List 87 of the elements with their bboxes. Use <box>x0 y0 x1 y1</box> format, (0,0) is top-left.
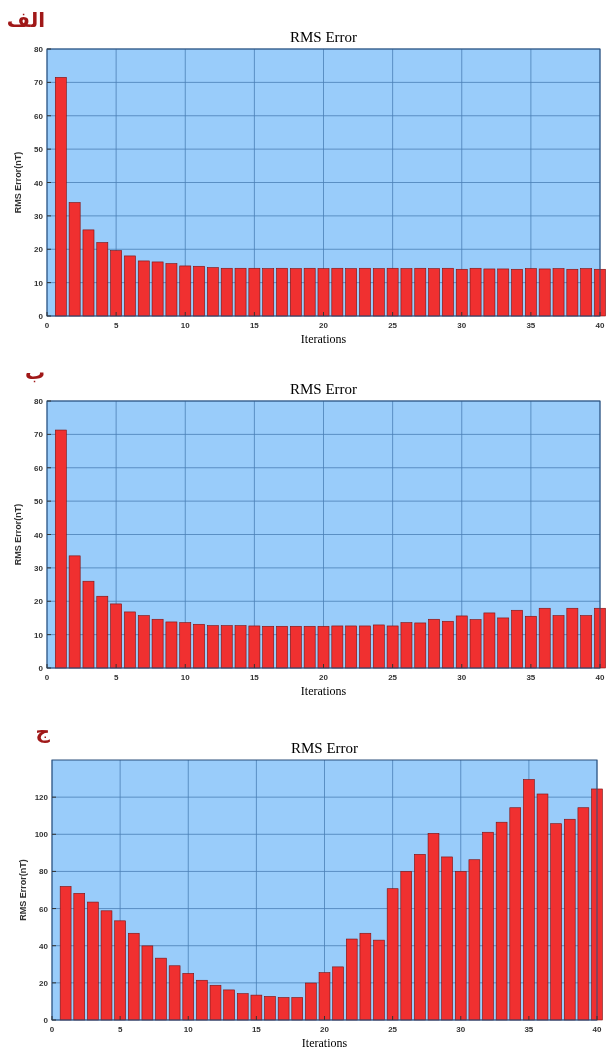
y-tick-label: 120 <box>34 793 49 803</box>
y-tick-label: 60 <box>39 904 49 914</box>
y-tick-label: 10 <box>34 630 44 640</box>
bar <box>207 267 219 317</box>
y-axis-title: RMS Error(nT) <box>13 503 23 566</box>
bar <box>207 625 219 669</box>
bar <box>193 623 205 669</box>
text: الف <box>6 8 45 32</box>
bar <box>193 265 205 317</box>
bar <box>359 267 371 317</box>
chart-title: RMS Error <box>289 29 358 45</box>
x-tick-label: 40 <box>592 1025 602 1034</box>
x-tick-label: 35 <box>526 673 536 682</box>
x-axis-title: Iterations <box>300 684 347 698</box>
x-tick-label: 35 <box>524 1025 534 1034</box>
y-tick-label: 20 <box>34 597 44 607</box>
y-tick-label: 70 <box>34 78 44 88</box>
y-tick-label: 0 <box>43 1016 49 1025</box>
y-tick-label: 80 <box>34 397 44 406</box>
x-tick-label: 10 <box>180 673 191 682</box>
y-tick-label: 40 <box>34 178 44 188</box>
y-tick-label: 20 <box>34 245 44 255</box>
y-tick-label: 0 <box>38 312 44 321</box>
y-tick-label: 80 <box>34 45 44 54</box>
bar <box>428 268 440 317</box>
bar <box>124 611 136 669</box>
y-tick-label: 50 <box>34 145 44 155</box>
bar <box>373 939 385 1021</box>
bar <box>276 625 288 669</box>
y-tick-label: 40 <box>39 941 49 951</box>
y-tick-label: 70 <box>34 430 44 440</box>
x-tick-label: 35 <box>526 321 536 330</box>
x-tick-label: 10 <box>183 1025 194 1034</box>
text: ج <box>35 719 51 743</box>
x-tick-label: 25 <box>388 673 398 682</box>
bar <box>264 996 276 1021</box>
y-tick-label: 20 <box>39 978 49 988</box>
bar <box>525 268 537 317</box>
bar <box>110 250 122 317</box>
y-tick-label: 10 <box>34 278 44 288</box>
bar <box>442 620 454 669</box>
text: ب <box>24 360 45 384</box>
bar <box>482 831 494 1021</box>
chart-title: RMS Error <box>289 381 358 397</box>
y-tick-label: 30 <box>34 563 44 573</box>
bar <box>525 615 537 669</box>
x-tick-label: 20 <box>320 1025 330 1034</box>
chart-title: RMS Error <box>290 740 359 756</box>
x-tick-label: 5 <box>113 673 119 682</box>
x-tick-label: 30 <box>457 673 467 682</box>
y-tick-label: 40 <box>34 530 44 540</box>
x-tick-label: 30 <box>457 321 467 330</box>
y-tick-label: 60 <box>34 111 44 121</box>
bar <box>442 267 454 317</box>
x-axis-title: Iterations <box>300 332 347 346</box>
y-tick-label: 30 <box>34 211 44 221</box>
x-tick-label: 30 <box>456 1025 466 1034</box>
x-axis-title: Iterations <box>301 1036 348 1050</box>
bar <box>511 268 523 317</box>
x-tick-label: 25 <box>388 321 398 330</box>
bar <box>428 618 440 669</box>
x-tick-label: 5 <box>117 1025 123 1034</box>
x-tick-label: 5 <box>113 321 119 330</box>
x-tick-label: 25 <box>388 1025 398 1034</box>
y-tick-label: 50 <box>34 497 44 507</box>
y-tick-label: 60 <box>34 463 44 473</box>
x-tick-label: 15 <box>249 321 260 330</box>
x-tick-label: 40 <box>595 321 605 330</box>
x-tick-label: 20 <box>319 321 329 330</box>
x-tick-label: 15 <box>249 673 260 682</box>
y-axis-title: RMS Error(nT) <box>18 859 28 921</box>
bar <box>155 957 167 1021</box>
x-tick-label: 40 <box>595 673 605 682</box>
bar <box>591 788 603 1021</box>
bar <box>511 609 523 669</box>
bar <box>110 603 122 669</box>
y-tick-label: 0 <box>38 664 44 673</box>
bar <box>124 255 136 317</box>
x-tick-label: 0 <box>49 1025 55 1034</box>
x-tick-label: 15 <box>251 1025 262 1034</box>
y-tick-label: 80 <box>39 867 49 877</box>
bar <box>276 267 288 317</box>
y-tick-label: 100 <box>34 830 49 840</box>
x-tick-label: 20 <box>319 673 329 682</box>
y-axis-title: RMS Error(nT) <box>13 151 23 214</box>
x-tick-label: 10 <box>180 321 191 330</box>
bar <box>359 625 371 669</box>
